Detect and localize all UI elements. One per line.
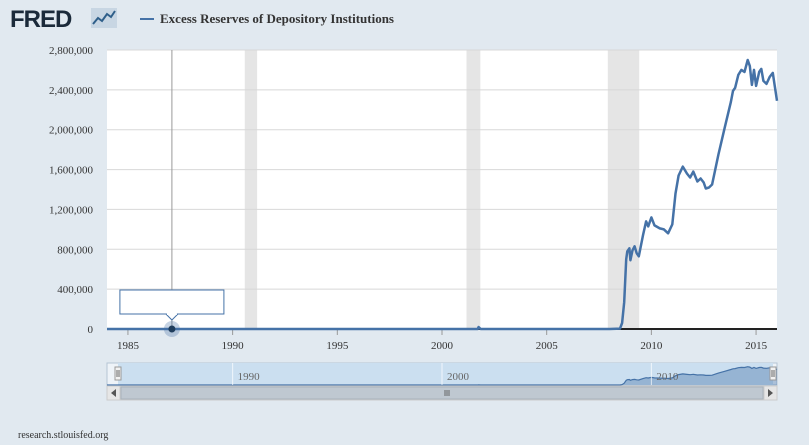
navigator-left-handle[interactable] — [114, 366, 122, 381]
x-axis: 1985 1990 1995 2000 2005 2010 2015 — [117, 329, 768, 352]
navigator-line — [107, 366, 778, 386]
hover-tooltip — [119, 289, 225, 315]
recession-band-1 — [466, 50, 481, 329]
scrollbar-thumb[interactable] — [120, 386, 764, 400]
recession-band-2 — [607, 50, 640, 329]
y-tick-label: 2,800,000 — [49, 45, 94, 57]
navigator[interactable]: 1990 2000 2010 — [106, 362, 778, 386]
x-tick-label: 1985 — [117, 340, 140, 352]
y-tick-label: 1,200,000 — [49, 204, 94, 216]
source-credit[interactable]: research.stlouisfed.org — [18, 430, 109, 441]
y-tick-label: 2,400,000 — [49, 85, 94, 97]
scroll-right-arrow-icon[interactable] — [763, 385, 778, 401]
hover-indicator — [119, 50, 225, 337]
x-tick-label: 2000 — [431, 340, 454, 352]
fred-logo-text: FRED — [10, 6, 72, 33]
y-tick-label: 800,000 — [57, 244, 93, 256]
navigator-tick-label: 1990 — [238, 371, 261, 383]
recession-bands — [244, 50, 640, 329]
y-tick-label: 0 — [88, 324, 94, 336]
fred-sparkline-icon — [91, 8, 117, 28]
x-tick-label: 2010 — [640, 340, 663, 352]
scrollbar[interactable] — [106, 385, 778, 401]
chart-legend[interactable]: Excess Reserves of Depository Institutio… — [140, 11, 394, 27]
plot-background — [107, 50, 777, 329]
x-tick-label: 1990 — [222, 340, 245, 352]
navigator-area — [107, 366, 777, 385]
fred-logo: FRED — [10, 6, 117, 34]
navigator-ticks: 1990 2000 2010 — [232, 363, 679, 385]
x-tick-label: 2015 — [745, 340, 768, 352]
y-axis: 0 400,000 800,000 1,200,000 1,600,000 2,000,0… — [49, 45, 94, 336]
series-line[interactable] — [107, 58, 779, 331]
navigator-tick-label: 2010 — [656, 371, 679, 383]
x-tick-label: 2005 — [536, 340, 559, 352]
legend-series-name: Excess Reserves of Depository Institutio… — [160, 11, 394, 26]
legend-swatch — [140, 18, 154, 20]
x-tick-label: 1995 — [326, 340, 349, 352]
hover-point — [168, 325, 176, 333]
navigator-right-handle[interactable] — [769, 366, 777, 381]
y-tick-label: 2,000,000 — [49, 125, 94, 137]
navigator-tick-label: 2000 — [447, 371, 470, 383]
scroll-left-arrow-icon[interactable] — [106, 385, 121, 401]
scrollbar-grip-icon — [444, 390, 450, 396]
y-tick-label: 1,600,000 — [49, 165, 94, 177]
navigator-selection[interactable] — [118, 363, 773, 385]
y-tick-label: 400,000 — [57, 284, 93, 296]
recession-band-0 — [244, 50, 258, 329]
grid-lines — [107, 49, 777, 290]
